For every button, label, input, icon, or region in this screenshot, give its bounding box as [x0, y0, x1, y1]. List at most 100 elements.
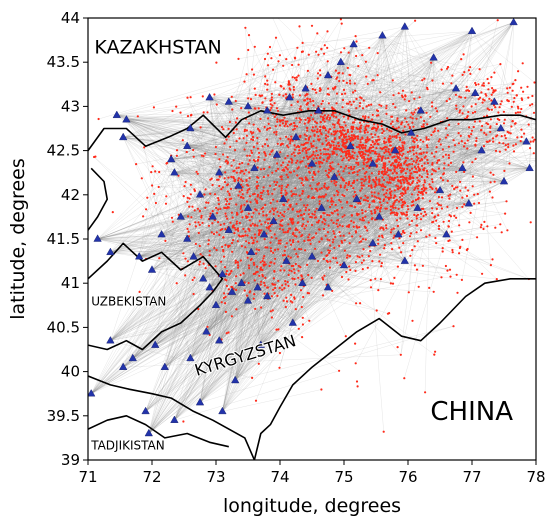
ray-path: [471, 31, 535, 83]
ray-path: [260, 163, 313, 193]
event-point: [411, 117, 414, 120]
ray-path: [247, 191, 292, 209]
event-point: [433, 155, 436, 158]
event-point: [183, 185, 186, 188]
ray-path: [350, 119, 373, 147]
ray-path: [353, 44, 432, 136]
ray-path: [379, 35, 383, 155]
event-point: [422, 151, 425, 154]
event-point: [356, 173, 359, 176]
event-point: [372, 149, 375, 152]
event-point: [367, 104, 370, 107]
event-point: [380, 170, 383, 174]
ray-path: [206, 273, 254, 332]
ray-path: [123, 137, 215, 235]
event-point: [342, 145, 345, 148]
ray-path: [247, 120, 339, 209]
ray-path: [235, 223, 293, 381]
ray-path: [161, 20, 416, 235]
ray-path: [229, 141, 527, 205]
ray-path: [91, 145, 456, 394]
ray-path: [206, 137, 353, 332]
event-point: [305, 141, 308, 144]
event-point: [443, 167, 446, 170]
ray-path: [247, 106, 357, 233]
event-point: [272, 198, 275, 201]
ray-path: [225, 161, 229, 231]
event-point: [362, 115, 365, 118]
event-point: [232, 239, 235, 242]
event-point: [280, 184, 284, 187]
ray-path: [174, 172, 418, 178]
ray-path: [384, 167, 399, 235]
ray-path: [110, 141, 439, 253]
ray-path: [331, 133, 399, 235]
ray-path: [278, 208, 322, 330]
ray-path: [289, 110, 319, 219]
ray-path: [231, 229, 320, 293]
ray-path: [126, 119, 262, 225]
ray-path: [214, 94, 242, 284]
ray-path: [91, 262, 382, 394]
ray-path: [247, 150, 369, 302]
event-point: [250, 215, 253, 218]
event-point: [240, 204, 243, 207]
ray-path: [139, 256, 265, 286]
event-point: [245, 141, 248, 144]
ray-path: [317, 33, 463, 169]
ray-path: [110, 247, 268, 253]
event-point: [256, 240, 259, 243]
ray-path: [457, 31, 473, 188]
event-point: [434, 191, 437, 194]
ray-path: [126, 104, 352, 120]
event-point: [421, 197, 424, 200]
event-point: [326, 174, 329, 177]
event-point: [340, 155, 343, 158]
event-point: [388, 188, 391, 191]
ray-path: [171, 148, 402, 160]
event-point: [415, 117, 418, 120]
event-point: [327, 148, 330, 151]
ray-path: [252, 110, 421, 138]
ray-path: [212, 216, 257, 254]
ray-path: [231, 100, 492, 293]
ray-path: [215, 237, 256, 306]
event-point: [307, 121, 310, 124]
ray-path: [145, 128, 353, 412]
event-point: [310, 82, 313, 85]
event-point: [377, 125, 380, 128]
event-point: [157, 185, 160, 189]
ray-path: [187, 238, 210, 336]
event-point: [237, 194, 240, 197]
ray-path: [172, 221, 249, 302]
ray-path: [337, 26, 405, 78]
event-point: [267, 174, 270, 177]
event-point: [309, 100, 312, 103]
ray-path: [273, 86, 294, 222]
event-point: [337, 142, 340, 145]
ray-path: [265, 163, 313, 223]
event-point: [408, 163, 411, 166]
ray-path: [285, 92, 476, 125]
event-point: [367, 160, 370, 163]
event-point: [303, 227, 306, 230]
ray-path: [273, 221, 328, 256]
event-point: [395, 158, 398, 161]
event-point: [300, 214, 303, 217]
event-point: [238, 221, 241, 225]
event-point: [346, 130, 349, 134]
ray-path: [228, 58, 462, 231]
event-point: [360, 187, 363, 190]
ray-path: [235, 193, 379, 381]
event-point: [425, 191, 428, 194]
event-point: [360, 178, 363, 181]
ray-path: [382, 35, 491, 192]
ray-path: [187, 146, 289, 178]
event-point: [316, 154, 319, 157]
event-point: [214, 152, 217, 156]
ray-path: [382, 35, 490, 110]
ray-path: [231, 224, 256, 293]
event-point: [272, 213, 275, 216]
event-point: [431, 207, 434, 210]
ray-path: [231, 265, 345, 272]
